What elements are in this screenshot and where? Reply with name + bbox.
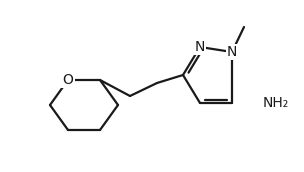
Text: NH₂: NH₂	[263, 96, 289, 110]
Text: O: O	[63, 73, 74, 87]
Text: N: N	[195, 40, 205, 54]
Text: N: N	[227, 45, 237, 59]
